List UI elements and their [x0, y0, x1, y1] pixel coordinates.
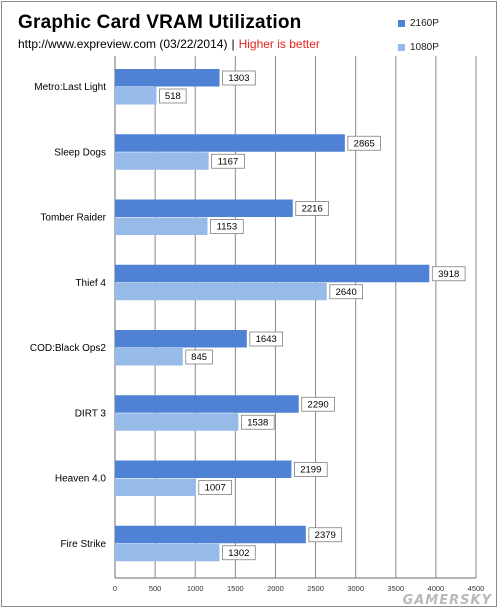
data-label: 2216 — [302, 204, 323, 215]
legend-swatch-2160p — [398, 19, 405, 27]
bar-2160p-4 — [115, 330, 247, 348]
data-label: 1007 — [205, 483, 226, 494]
bar-2160p-2 — [115, 199, 293, 217]
x-tick-label: 500 — [149, 584, 162, 593]
data-label: 2865 — [354, 138, 375, 149]
data-label: 1643 — [256, 334, 277, 345]
data-label-box — [210, 219, 244, 234]
bar-1080p-4 — [115, 348, 183, 366]
category-label: Metro:Last Light — [34, 82, 106, 93]
bar-2160p-5 — [115, 395, 299, 413]
data-label-box — [431, 266, 466, 282]
data-label: 1302 — [228, 548, 249, 559]
legend-label-1080p: 1080P — [410, 41, 439, 53]
category-label: Heaven 4.0 — [55, 474, 107, 485]
data-label-box — [159, 88, 187, 104]
data-label-box — [308, 527, 343, 543]
category-label: COD:Black Ops2 — [30, 343, 107, 354]
x-tick-label: 3000 — [347, 584, 364, 593]
chart-title: Graphic Card VRAM Utilization — [18, 12, 302, 33]
data-label-box — [240, 414, 275, 430]
source-url: http://www.expreview.com (03/22/2014) — [18, 37, 228, 51]
bar-2160p-6 — [115, 460, 292, 478]
x-tick-label: 2500 — [307, 584, 324, 593]
bar-2160p-7 — [115, 525, 306, 544]
data-label-box — [301, 396, 335, 412]
subtitle-separator: | — [231, 37, 235, 51]
data-label-box — [198, 480, 232, 495]
data-label: 2199 — [300, 465, 321, 476]
bar-2160p-1 — [115, 134, 345, 152]
bar-2160p-0 — [115, 69, 220, 87]
bar-1080p-6 — [115, 478, 196, 496]
x-tick-label: 0 — [113, 584, 117, 593]
data-label-box — [329, 284, 363, 300]
x-tick-label: 4500 — [468, 584, 485, 593]
data-label: 1153 — [217, 222, 237, 233]
data-label-box — [295, 201, 329, 216]
data-label: 1303 — [228, 73, 249, 84]
bar-1080p-5 — [115, 413, 239, 431]
x-tick-label: 1500 — [227, 584, 244, 593]
legend-label-2160p: 2160P — [410, 17, 439, 29]
data-label: 3918 — [438, 269, 459, 280]
data-label-box — [249, 331, 284, 347]
data-label: 1167 — [218, 156, 238, 167]
category-label: Sleep Dogs — [54, 147, 106, 158]
data-label: 2379 — [315, 530, 336, 541]
higher-is-better-note: Higher is better — [238, 37, 320, 51]
watermark: GAMERSKY — [402, 593, 492, 608]
x-tick-label: 3500 — [387, 584, 404, 593]
bar-1080p-2 — [115, 217, 208, 235]
data-label-box — [185, 349, 213, 365]
data-label-box — [222, 70, 256, 86]
category-label: Tomber Raider — [40, 213, 106, 224]
data-label: 1538 — [247, 417, 268, 428]
category-label: Fire Strike — [60, 539, 106, 550]
data-label-box — [347, 135, 382, 151]
data-label-box — [222, 545, 256, 561]
x-tick-label: 1000 — [187, 584, 204, 593]
bar-1080p-0 — [115, 87, 157, 105]
chart-legend: 2160P 1080P — [398, 16, 439, 64]
legend-item-1080p: 1080P — [398, 40, 439, 54]
category-label: Thief 4 — [75, 278, 106, 289]
category-label: DIRT 3 — [75, 408, 107, 419]
x-tick-label: 2000 — [267, 584, 284, 593]
bar-1080p-1 — [115, 152, 209, 170]
chart-subtitle: http://www.expreview.com (03/22/2014) | Hi… — [18, 37, 320, 51]
data-label: 518 — [165, 91, 181, 102]
legend-swatch-1080p — [398, 43, 405, 51]
data-label-box — [211, 153, 245, 169]
data-label: 845 — [191, 352, 207, 363]
bar-2160p-3 — [115, 264, 430, 283]
data-label: 2290 — [308, 399, 329, 410]
data-label: 2640 — [336, 287, 357, 298]
bar-1080p-3 — [115, 282, 327, 301]
bar-1080p-7 — [115, 543, 220, 562]
data-label-box — [294, 462, 328, 477]
legend-item-2160p: 2160P — [398, 16, 439, 30]
x-tick-label: 4000 — [428, 584, 445, 593]
